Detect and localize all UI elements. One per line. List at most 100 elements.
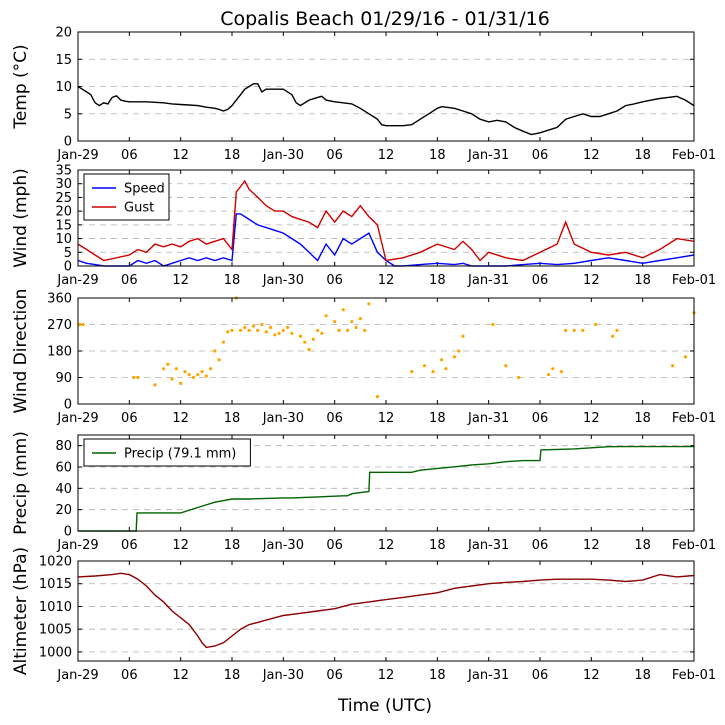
panel-2-series-0-point-55 <box>431 370 435 374</box>
panel-2-series-0-point-13 <box>196 372 200 377</box>
panel-1-ytick-label-1: 5 <box>64 246 72 261</box>
panel-2-series-0-point-61 <box>491 322 495 327</box>
panel-0-ytick-label-2: 10 <box>55 80 72 95</box>
panel-2-series-0-point-63 <box>517 375 521 380</box>
panel-4-xtick-label-8: Jan-31 <box>467 668 509 683</box>
panel-2-ytick-label-0: 0 <box>64 398 72 413</box>
panel-3-xtick-label-5: 06 <box>326 538 343 553</box>
panel-2-series-0-point-36 <box>298 334 303 338</box>
panel-1-xtick-label-6: 12 <box>378 273 395 288</box>
panel-0-ytick-label-1: 5 <box>64 107 72 122</box>
panel-3-xtick-label-2: 12 <box>172 538 189 553</box>
panel-2-series-0-point-0 <box>78 322 82 327</box>
panel-1-ylabel: Wind (mph) <box>11 168 31 268</box>
panel-2-series-0-point-19 <box>221 340 226 344</box>
panel-2-series-0-point-4 <box>153 383 157 387</box>
panel-1-xtick-label-8: Jan-31 <box>467 273 509 288</box>
panel-4-xtick-label-2: 12 <box>172 668 189 683</box>
panel-4-xtick-label-3: 18 <box>224 668 241 683</box>
panel-3-ytick-label-3: 60 <box>55 461 72 476</box>
panel-4-xtick-label-5: 06 <box>326 668 343 683</box>
panel-2-ytick-label-1: 90 <box>55 371 72 386</box>
panel-2-series-0-point-12 <box>191 375 196 380</box>
panel-2-series-0-point-27 <box>256 328 260 332</box>
panel-2-series-0-point-8 <box>174 367 178 371</box>
panel-2-series-0-point-71 <box>611 334 615 338</box>
panel-2-series-0-point-15 <box>204 374 208 378</box>
panel-2-series-0-point-73 <box>671 364 675 368</box>
panel-2-xtick-label-5: 06 <box>326 411 343 426</box>
panel-2-xtick-label-6: 12 <box>378 411 395 426</box>
panel-2-series-0-point-56 <box>440 358 444 362</box>
panel-3-xtick-label-7: 18 <box>429 538 446 553</box>
panel-3-legend-label-0: Precip (79.1 mm) <box>124 447 236 462</box>
panel-0-xtick-label-1: 06 <box>121 148 138 163</box>
panel-2-series-0-point-24 <box>243 325 247 330</box>
panel-2-series-0-point-25 <box>247 328 251 332</box>
panel-2-series-0-point-69 <box>581 328 585 332</box>
panel-2-series-0-point-70 <box>594 322 598 327</box>
panel-2-series-0-point-53 <box>410 370 414 374</box>
panel-1-xtick-label-3: 18 <box>224 273 241 288</box>
panel-2-series-0-point-5 <box>161 367 166 371</box>
panel-1-ytick-label-7: 35 <box>55 164 72 179</box>
panel-2-series-0-point-1 <box>81 322 85 327</box>
panel-3-ytick-label-2: 40 <box>55 482 72 497</box>
panel-4-xtick-label-0: Jan-29 <box>56 668 98 683</box>
panel-2-series-0-point-18 <box>217 358 221 362</box>
panel-2-series-0-point-31 <box>273 333 277 337</box>
panel-2-xtick-label-7: 18 <box>429 411 446 426</box>
panel-3-frame <box>77 434 695 532</box>
panel-0-ytick-label-3: 15 <box>55 53 72 68</box>
panel-2-ytick-label-4: 360 <box>47 292 72 307</box>
panel-2-series-0-point-26 <box>251 324 255 328</box>
panel-3: 0 20 40 60 80 Jan-29 06 12 18 Jan-30 06 12 18 Jan-31 0… <box>11 431 716 553</box>
panel-2-xtick-label-11: 18 <box>634 411 651 426</box>
panel-3-xtick-label-9: 06 <box>532 538 549 553</box>
panel-2-series-0-point-72 <box>615 328 619 332</box>
panel-2-series-0-point-20 <box>226 330 230 334</box>
panel-2-series-0-point-11 <box>187 372 191 377</box>
panel-2-series-0-point-57 <box>444 367 448 371</box>
panel-3-ytick-label-1: 20 <box>55 503 72 518</box>
panel-3-xtick-label-1: 06 <box>121 538 138 553</box>
panel-4-xtick-label-12: Feb-01 <box>672 668 716 683</box>
panel-2-xtick-label-0: Jan-29 <box>56 411 98 426</box>
panel-3-ytick-label-4: 80 <box>55 439 72 454</box>
panel-4: 1000 1005 1010 1015 1020 Jan-29 06 12 18 Jan-30 06… <box>11 547 716 683</box>
panel-0-xtick-label-12: Feb-01 <box>672 148 716 163</box>
panel-2-series-0-point-48 <box>354 325 358 330</box>
panel-1-legend-label-1: Gust <box>124 201 154 216</box>
panel-2-series-0-point-46 <box>345 328 350 332</box>
panel-0-xtick-label-3: 18 <box>224 148 241 163</box>
panel-1-frame <box>77 169 695 267</box>
panel-2-ytick-label-3: 270 <box>47 318 72 333</box>
panel-2-series-0-point-50 <box>363 328 367 332</box>
panel-3-xtick-label-0: Jan-29 <box>56 538 98 553</box>
panel-2-series-0-point-62 <box>504 364 508 368</box>
panel-2-series-0-point-54 <box>422 364 427 368</box>
panel-2: 0 90 180 270 360 Jan-29 06 12 18 Jan-30 06 12 18 Jan-… <box>11 289 716 426</box>
panel-0-ytick-label-4: 20 <box>55 26 72 41</box>
panel-1-xtick-label-7: 18 <box>429 273 446 288</box>
panel-2-series-0-point-42 <box>324 314 328 318</box>
panel-1-ytick-label-5: 25 <box>55 191 72 206</box>
panel-1-ytick-label-6: 30 <box>55 177 72 192</box>
panel-3-xtick-label-8: Jan-31 <box>467 538 509 553</box>
panel-2-series-0-point-59 <box>457 349 461 353</box>
panel-0-xtick-label-6: 12 <box>378 148 395 163</box>
panel-2-series-0-point-17 <box>213 349 217 353</box>
panel-2-series-0-point-38 <box>307 347 311 352</box>
panel-1-series-1-line <box>77 179 695 262</box>
panel-0-xtick-label-2: 12 <box>172 148 189 163</box>
panel-2-series-0-point-47 <box>350 319 354 324</box>
panel-2-series-0-point-68 <box>572 328 576 332</box>
panel-3-xtick-label-6: 12 <box>378 538 395 553</box>
panel-4-ytick-label-3: 1015 <box>39 577 72 592</box>
panel-2-series-0-point-65 <box>551 367 555 371</box>
panel-2-series-0-point-58 <box>452 355 457 359</box>
chart-title: Copalis Beach 01/29/16 - 01/31/16 <box>220 8 550 30</box>
panel-1-legend-box <box>83 173 170 221</box>
panel-1-ytick-label-4: 20 <box>55 205 72 220</box>
